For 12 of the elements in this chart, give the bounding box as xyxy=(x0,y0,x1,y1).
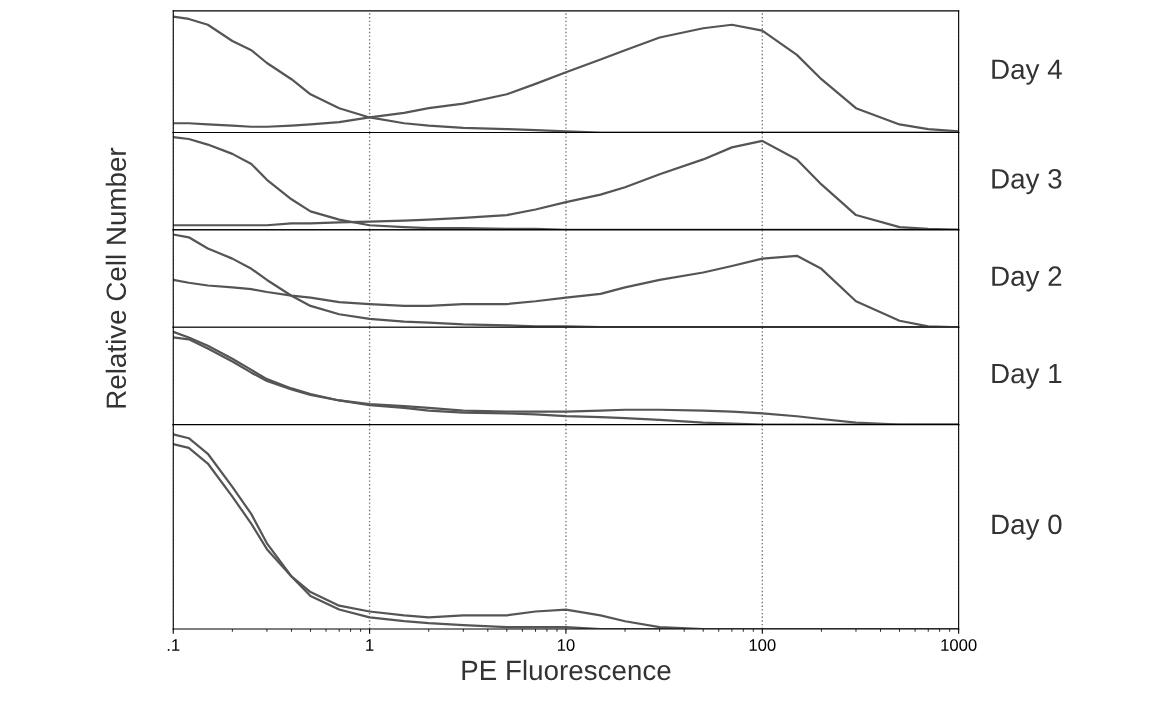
text: Day 2 xyxy=(992,266,1062,292)
x-tick-label: .1 xyxy=(167,639,180,651)
x-tick-label: 1000 xyxy=(941,639,977,651)
text: Day 4 xyxy=(992,59,1062,85)
text: Day 3 xyxy=(992,168,1062,195)
x-axis-title: PE Fluorescence xyxy=(462,659,671,681)
x-tick-label: 1 xyxy=(366,639,374,651)
text: Day 0 xyxy=(992,514,1062,540)
y-axis-title: Relative Cell Number xyxy=(105,147,127,408)
text: Day 1 xyxy=(992,363,1062,389)
x-tick-label: 100 xyxy=(749,639,776,651)
x-tick-label: 10 xyxy=(557,639,575,651)
